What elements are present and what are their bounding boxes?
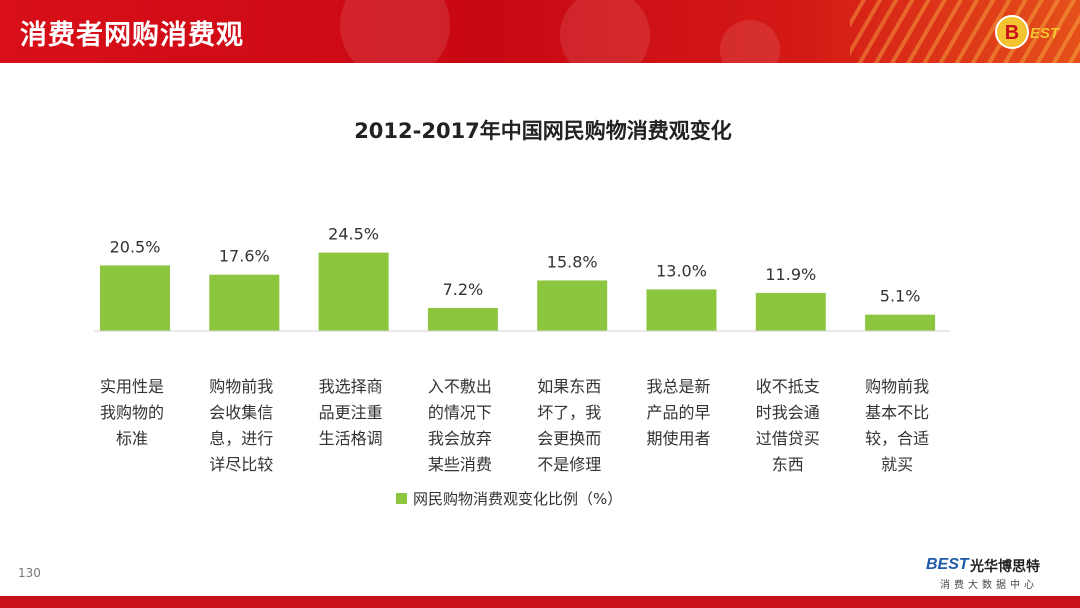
bar xyxy=(755,292,826,331)
page-number: 130 xyxy=(18,566,41,580)
category-labels-layer: 实用性是我购物的标准购物前我会收集信息，进行详尽比较我选择商品更注重生活格调入不… xyxy=(100,377,929,474)
bars-layer xyxy=(100,252,936,331)
svg-text:EST: EST xyxy=(1030,25,1061,42)
header-bokeh xyxy=(340,0,450,63)
category-label-line: 坏了，我 xyxy=(537,403,601,422)
bar-value-label: 7.2% xyxy=(443,280,484,299)
category-label-line: 某些消费 xyxy=(428,455,492,474)
best-logo-icon: B EST xyxy=(995,15,1061,49)
category-label-line: 东西 xyxy=(772,455,804,474)
value-labels-layer: 20.5% 17.6% 24.5% 7.2% 15.8% 13.0% 11.9% 5.1% xyxy=(110,225,921,306)
chart-title: 2012-2017年中国网民购物消费观变化 xyxy=(354,119,732,143)
bar xyxy=(646,289,717,331)
category-label-line: 期使用者 xyxy=(646,429,710,448)
category-label-line: 较，合适 xyxy=(865,429,929,448)
category-label-line: 如果东西 xyxy=(537,377,601,396)
legend-swatch xyxy=(396,493,407,504)
category-label-line: 的情况下 xyxy=(428,403,492,422)
category-label-line: 品更注重 xyxy=(319,403,383,422)
category-label-line: 入不敷出 xyxy=(428,377,492,396)
header-rays xyxy=(850,0,1080,63)
bar-chart: 2012-2017年中国网民购物消费观变化 20.5% 17.6% 24.5% 7.2… xyxy=(94,119,950,508)
category-label-line: 会更换而 xyxy=(537,429,601,448)
bar xyxy=(865,314,936,331)
category-label-line: 详尽比较 xyxy=(209,455,273,474)
category-label-line: 就买 xyxy=(881,455,913,474)
category-label-line: 实用性是 xyxy=(100,377,164,396)
bar xyxy=(100,265,170,331)
footer-stripe xyxy=(0,596,1080,608)
bar xyxy=(318,252,389,331)
category-label: 我总是新产品的早期使用者 xyxy=(646,377,710,448)
category-label-line: 我会放弃 xyxy=(428,429,492,448)
category-label-line: 基本不比 xyxy=(865,403,929,422)
category-label: 我选择商品更注重生活格调 xyxy=(319,377,383,448)
category-label-line: 生活格调 xyxy=(319,429,383,448)
slide-header: 消费者网购消费观 B EST xyxy=(0,0,1080,63)
slide-title: 消费者网购消费观 xyxy=(20,20,244,51)
bar-value-label: 24.5% xyxy=(328,225,379,244)
category-label: 购物前我会收集信息，进行详尽比较 xyxy=(209,377,273,474)
category-label-line: 过借贷买 xyxy=(756,429,820,448)
bar xyxy=(209,274,280,331)
category-label: 购物前我基本不比较，合适就买 xyxy=(865,377,929,474)
bar-value-label: 13.0% xyxy=(656,261,707,280)
bar-value-label: 17.6% xyxy=(219,247,270,266)
category-label-line: 购物前我 xyxy=(865,377,929,396)
category-label-line: 产品的早 xyxy=(646,403,710,422)
bar-value-label: 11.9% xyxy=(765,265,816,284)
category-label: 实用性是我购物的标准 xyxy=(100,377,164,448)
category-label-line: 标准 xyxy=(116,429,148,448)
category-label-line: 收不抵支 xyxy=(756,377,820,396)
bar-value-label: 5.1% xyxy=(880,287,921,306)
category-label-line: 我选择商 xyxy=(319,377,383,396)
bar-value-label: 15.8% xyxy=(547,252,598,271)
category-label: 收不抵支时我会通过借贷买东西 xyxy=(756,377,820,474)
bar xyxy=(427,307,498,331)
legend: 网民购物消费观变化比例（%） xyxy=(396,490,622,508)
category-label-line: 时我会通 xyxy=(756,403,820,422)
category-label-line: 购物前我 xyxy=(209,377,273,396)
brand-logo-text: BEST xyxy=(926,556,969,573)
header-bokeh xyxy=(560,0,650,63)
category-label-line: 我购物的 xyxy=(100,403,164,422)
brand-name: 光华博思特 xyxy=(970,559,1040,575)
category-label-line: 息，进行 xyxy=(209,429,273,448)
brand-tagline: 消费大数据中心 xyxy=(940,580,1038,591)
category-label-line: 会收集信 xyxy=(209,403,273,422)
category-label-line: 不是修理 xyxy=(537,455,601,474)
bar xyxy=(537,280,608,331)
footer-brand: BEST 光华博思特 消费大数据中心 xyxy=(926,554,1066,592)
category-label: 如果东西坏了，我会更换而不是修理 xyxy=(537,377,601,474)
category-label: 入不敷出的情况下我会放弃某些消费 xyxy=(428,377,492,474)
header-bokeh xyxy=(720,20,780,63)
legend-label: 网民购物消费观变化比例（%） xyxy=(413,490,622,508)
bar-value-label: 20.5% xyxy=(110,237,161,256)
svg-text:B: B xyxy=(1005,22,1019,44)
category-label-line: 我总是新 xyxy=(646,377,710,396)
